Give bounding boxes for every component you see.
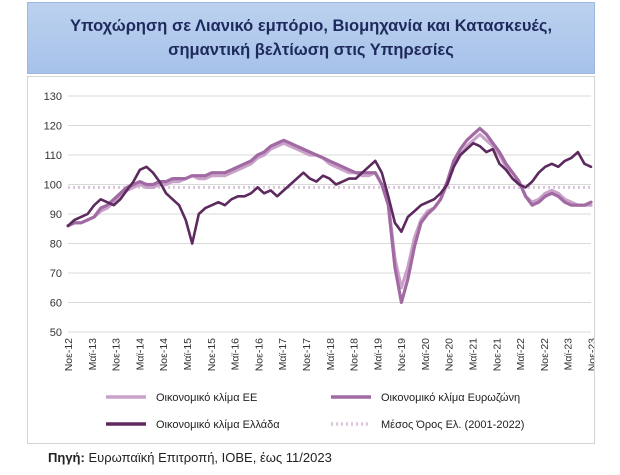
x-tick-label: Μαϊ-19 <box>372 338 384 370</box>
source-note: Πηγή: Ευρωπαϊκή Επιτροπή, ΙΟΒΕ, έως 11/2… <box>48 450 332 465</box>
chart-title-line2: σημαντική βελτίωση στις Υπηρεσίες <box>168 41 454 59</box>
y-tick-label: 70 <box>50 268 62 280</box>
x-tick-label: Νοε-16 <box>253 338 265 371</box>
x-tick-label: Νοε-20 <box>444 338 456 371</box>
x-tick-label: Νοε-12 <box>63 338 75 371</box>
y-tick-label: 100 <box>44 180 62 192</box>
legend-label: Οικονομικό κλίμα Ευρωζώνη <box>381 392 520 404</box>
series-line <box>66 132 593 290</box>
legend-label: Οικονομικό κλίμα Ελλάδα <box>156 419 280 431</box>
x-tick-label: Μαϊ-22 <box>515 338 527 370</box>
y-tick-label: 50 <box>50 327 62 339</box>
y-tick-label: 110 <box>44 150 62 162</box>
x-tick-label: Νοε-21 <box>491 338 503 371</box>
y-tick-label: 60 <box>50 298 62 310</box>
x-tick-label: Μαϊ-18 <box>325 338 337 370</box>
x-tick-label: Νοε-18 <box>349 338 361 371</box>
source-text: Ευρωπαϊκή Επιτροπή, ΙΟΒΕ, έως 11/2023 <box>84 450 332 465</box>
legend-label: Μέσος Όρος Ελ. (2001-2022) <box>381 419 524 431</box>
x-tick-label: Μαϊ-14 <box>134 338 146 370</box>
x-tick-label: Νοε-14 <box>158 338 170 371</box>
y-tick-label: 90 <box>50 209 62 221</box>
line-chart: 50 60 70 80 90 100 110 120 130 Νοε-12 Μαϊ-13 Νοε-13… <box>44 91 594 431</box>
x-tick-label: Νοε-17 <box>301 338 313 371</box>
x-tick-label: Μαϊ-23 <box>563 338 575 370</box>
series-line <box>66 126 593 305</box>
y-tick-label: 120 <box>44 121 62 133</box>
y-tick-label: 80 <box>50 239 62 251</box>
x-tick-label: Νοε-13 <box>111 338 123 371</box>
legend-label: Οικονομικό κλίμα ΕΕ <box>156 392 257 404</box>
x-tick-label: Νοε-22 <box>539 338 551 371</box>
x-tick-label: Μαϊ-21 <box>468 338 480 370</box>
x-tick-label: Μαϊ-16 <box>230 338 242 370</box>
chart-title-line1: Υποχώρηση σε Λιανικό εμπόριο, Βιομηχανία… <box>69 17 553 35</box>
chart-title-box: Υποχώρηση σε Λιανικό εμπόριο, Βιομηχανία… <box>27 2 595 74</box>
chart-frame: 50 60 70 80 90 100 110 120 130 Νοε-12 Μαϊ-13 Νοε-13… <box>27 76 595 444</box>
x-tick-label: Μαϊ-20 <box>420 338 432 370</box>
x-tick-label: Μαϊ-15 <box>182 338 194 370</box>
series-line <box>66 141 593 245</box>
x-tick-label: Νοε-15 <box>206 338 218 371</box>
x-tick-label: Μαϊ-13 <box>87 338 99 370</box>
x-tick-label: Μαϊ-17 <box>277 338 289 370</box>
y-tick-label: 130 <box>44 91 62 103</box>
x-tick-label: Νοε-23 <box>587 338 594 371</box>
x-tick-label: Νοε-19 <box>396 338 408 371</box>
source-label: Πηγή: <box>48 450 85 465</box>
